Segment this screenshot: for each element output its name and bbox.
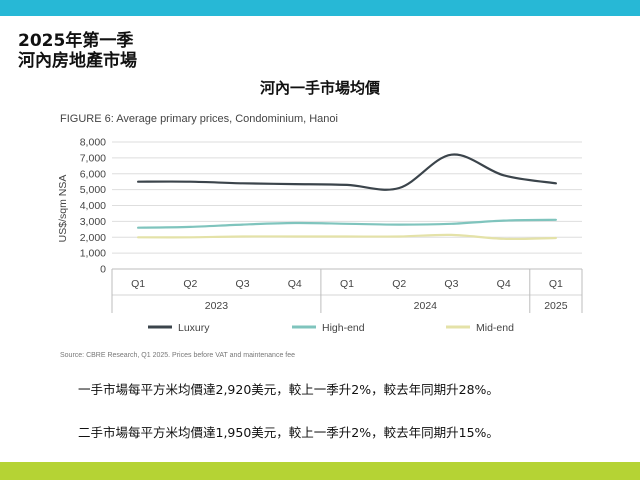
x-tick-label: Q2 xyxy=(183,278,197,290)
x-tick-label: Q2 xyxy=(392,278,406,290)
source-note: Source: CBRE Research, Q1 2025. Prices b… xyxy=(60,352,296,359)
x-tick-label: Q4 xyxy=(288,278,302,290)
y-tick-label: 6,000 xyxy=(80,168,106,180)
y-tick-label: 5,000 xyxy=(80,184,106,196)
x-tick-label: Q3 xyxy=(236,278,250,290)
chart-chinese-title: 河內一手市場均價 xyxy=(259,79,380,97)
figure-title: FIGURE 6: Average primary prices, Condom… xyxy=(60,113,338,125)
slide-heading: 2025年第一季 河內房地產市場 xyxy=(18,31,137,71)
legend-label: Mid-end xyxy=(476,322,514,334)
x-tick-label: Q1 xyxy=(340,278,354,290)
y-tick-label: 1,000 xyxy=(80,248,106,260)
series-line-high-end xyxy=(137,218,557,229)
bottom-accent-bar xyxy=(0,462,640,480)
legend-label: High-end xyxy=(322,322,365,334)
y-tick-label: 4,000 xyxy=(80,200,106,212)
y-tick-label: 7,000 xyxy=(80,152,106,164)
heading-line-2: 河內房地產市場 xyxy=(18,51,137,71)
y-tick-label: 8,000 xyxy=(80,137,106,149)
series-line-mid-end xyxy=(137,233,557,241)
y-tick-label: 0 xyxy=(100,264,106,276)
legend-label: Luxury xyxy=(178,322,210,334)
x-tick-label: Q1 xyxy=(131,278,145,290)
y-tick-label: 3,000 xyxy=(80,216,106,228)
y-tick-label: 2,000 xyxy=(80,232,106,244)
heading-line-1: 2025年第一季 xyxy=(18,31,134,51)
secondary-market-stat: 二手市場每平方米均價達1,950美元，較上一季升2%，較去年同期升15%。 xyxy=(78,425,499,440)
series-line-luxury xyxy=(137,153,557,191)
primary-market-stat: 一手市場每平方米均價達2,920美元，較上一季升2%，較去年同期升28%。 xyxy=(78,382,499,397)
top-accent-bar xyxy=(0,0,640,16)
x-tick-label: Q4 xyxy=(497,278,511,290)
year-label: 2025 xyxy=(544,300,568,312)
y-axis-label: US$/sqm NSA xyxy=(57,175,69,243)
year-label: 2024 xyxy=(414,300,438,312)
x-tick-label: Q1 xyxy=(549,278,563,290)
x-tick-label: Q3 xyxy=(444,278,458,290)
year-label: 2023 xyxy=(205,300,229,312)
